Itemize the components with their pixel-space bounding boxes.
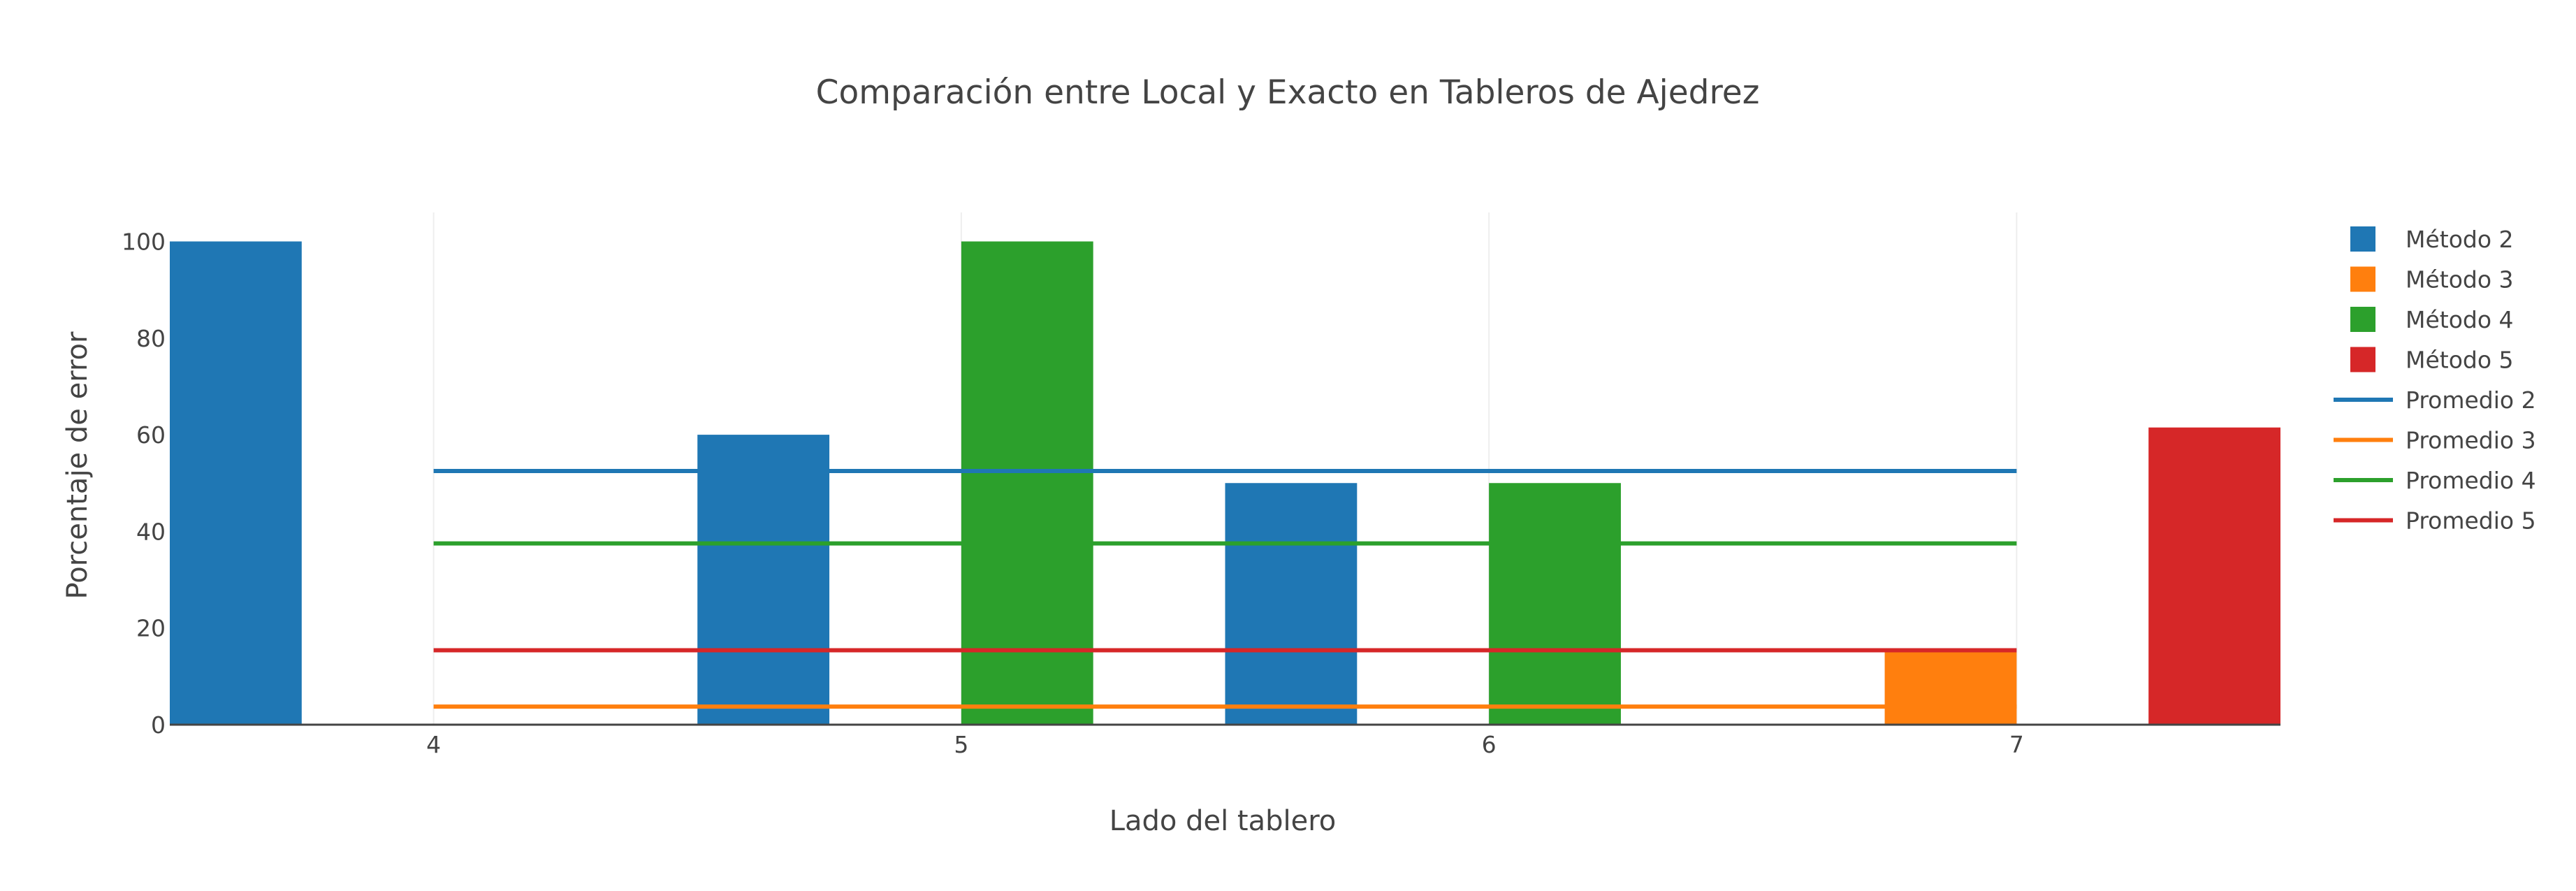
legend-label: Método 3 bbox=[2406, 266, 2514, 294]
legend-item[interactable]: Método 5 bbox=[2350, 347, 2514, 374]
y-axis-title: Porcentaje de error bbox=[61, 331, 94, 599]
legend-swatch bbox=[2350, 226, 2375, 252]
average-lines bbox=[433, 468, 2017, 709]
bar-método-4-6 bbox=[1489, 483, 1621, 725]
bar-método-2-6 bbox=[1225, 483, 1358, 725]
legend-item[interactable]: Promedio 2 bbox=[2334, 386, 2536, 414]
y-tick-label: 100 bbox=[122, 228, 166, 255]
x-axis-ticks: 4 5 6 7 bbox=[426, 731, 2024, 758]
x-tick-label: 5 bbox=[954, 731, 968, 758]
legend-item[interactable]: Promedio 4 bbox=[2334, 467, 2536, 494]
legend-item[interactable]: Promedio 3 bbox=[2334, 427, 2536, 454]
y-tick-label: 60 bbox=[136, 421, 166, 449]
legend-item[interactable]: Método 2 bbox=[2350, 226, 2514, 253]
legend-item[interactable]: Promedio 5 bbox=[2334, 507, 2536, 535]
y-tick-label: 0 bbox=[151, 711, 166, 739]
bar-método-5-7 bbox=[2148, 427, 2280, 725]
bar-método-4-5 bbox=[961, 241, 1093, 725]
x-axis-title: Lado del tablero bbox=[1109, 805, 1337, 837]
legend-swatch bbox=[2350, 347, 2375, 372]
y-tick-label: 80 bbox=[136, 325, 166, 352]
bar-método-3-7 bbox=[1884, 652, 2017, 725]
legend-label: Promedio 3 bbox=[2406, 427, 2536, 454]
legend-label: Promedio 5 bbox=[2406, 507, 2536, 535]
legend-swatch bbox=[2350, 307, 2375, 332]
x-tick-label: 6 bbox=[1482, 731, 1497, 758]
legend-label: Promedio 2 bbox=[2406, 386, 2536, 414]
x-tick-label: 7 bbox=[2009, 731, 2024, 758]
legend: Método 2 Método 3 Método 4 Método 5 Promedio… bbox=[2334, 226, 2536, 535]
y-tick-label: 20 bbox=[136, 615, 166, 642]
x-tick-label: 4 bbox=[426, 731, 441, 758]
bar-método-2-4 bbox=[170, 241, 302, 725]
legend-label: Método 4 bbox=[2406, 306, 2514, 333]
chart-title: Comparación entre Local y Exacto en Tabl… bbox=[816, 73, 1760, 112]
legend-label: Promedio 4 bbox=[2406, 467, 2536, 494]
bars bbox=[170, 241, 2280, 725]
legend-label: Método 2 bbox=[2406, 226, 2514, 253]
y-tick-label: 40 bbox=[136, 518, 166, 545]
bar-método-2-5 bbox=[697, 435, 830, 725]
legend-item[interactable]: Método 4 bbox=[2350, 306, 2514, 333]
legend-swatch bbox=[2350, 266, 2375, 292]
legend-label: Método 5 bbox=[2406, 347, 2514, 374]
legend-item[interactable]: Método 3 bbox=[2350, 266, 2514, 294]
y-axis-ticks: 0 20 40 60 80 100 bbox=[122, 228, 166, 739]
